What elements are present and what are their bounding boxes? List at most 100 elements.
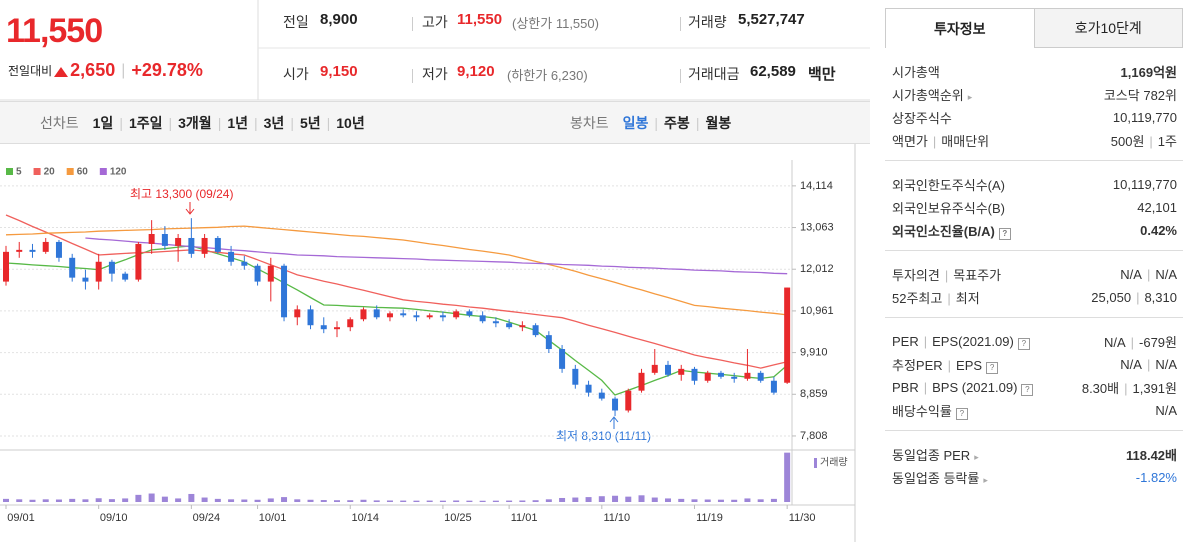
volume-bar [294,499,301,502]
x-tick-label: 11/19 [696,512,723,524]
candle-body [426,315,433,318]
candle-body [267,265,274,282]
volume-bar [413,500,420,502]
annotation-arrow [185,202,195,215]
label-text: 시가총액 [892,65,940,80]
help-icon[interactable]: ? [986,362,999,374]
row-value: 10,119,770 [1113,110,1177,125]
separator: | [695,114,700,131]
candle-body [757,372,764,381]
legend-swatch [66,168,74,175]
value-text: 0.42% [1140,223,1177,238]
stat-value: 62,589 [750,63,796,80]
value-text: 8.30배 [1081,381,1120,396]
arrow-icon: ▸ [983,475,988,485]
stat-note: (상한가 11,550) [512,16,599,31]
annotation-high: 최고 13,300 (09/24) [130,187,233,201]
candle-body [95,261,102,282]
y-tick-label: 8,859 [800,388,828,400]
volume-bar [625,496,632,502]
info-row: 배당수익률? N/A [885,399,1183,422]
stat-label: 거래대금 [688,66,740,82]
x-tick-label: 10/14 [351,512,379,524]
period-tab[interactable]: 10년 [336,114,365,131]
legend-label: 60 [77,167,89,178]
value-text: 25,050 [1091,290,1132,305]
x-tick-label: 09/01 [7,512,35,524]
volume-bar [492,500,499,502]
side-tabs: 투자정보 호가10단계 [885,8,1183,48]
candle-body [585,384,592,393]
separator: | [119,114,123,131]
period-tab[interactable]: 3년 [263,114,285,131]
volume-bar [347,500,354,502]
value-text: 8,310 [1144,290,1177,305]
info-group: 외국인한도주식수(A) 10,119,770 외국인보유주식수(B) 42,101 외국… [885,161,1183,251]
row-value: N/A [1155,403,1177,418]
y-tick-label: 10,961 [800,305,834,317]
value-text: N/A [1155,267,1177,282]
value-text: -679원 [1139,335,1177,350]
side-tab[interactable]: 호가10단계 [1034,8,1183,48]
row-value: N/A | N/A [1120,267,1177,282]
info-groups: 시가총액 1,169억원 시가총액순위 ▸ 코스닥 782위 상장주식수 10,119,77… [885,48,1183,497]
period-tab[interactable]: 일봉 [622,114,649,131]
period-tab[interactable]: 월봉 [705,114,732,131]
candle-body [413,315,420,318]
line-periods: 선차트 1일 | 1주일 | 3개월 | 1년 | 3년 | 5년 | 10년 [40,102,365,143]
period-tab[interactable]: 1일 [92,114,114,131]
volume-bar [267,498,274,502]
label-text: 추정PER [892,358,943,373]
info-row: 추정PER | EPS? N/A | N/A [885,353,1183,376]
row-value: 8.30배 | 1,391원 [1082,378,1177,397]
y-tick-label: 9,910 [800,346,828,358]
annotation-arrow [609,416,619,429]
volume-bar [320,500,327,502]
candle-body [386,313,393,318]
volume-bar [122,498,129,502]
value-text: -1.82% [1135,470,1177,485]
candle-body [69,257,76,278]
separator: | [290,114,294,131]
candle-body [612,398,619,411]
candle-body [784,287,791,383]
row-label: 배당수익률? [892,401,968,420]
value-text: 42,101 [1137,200,1177,215]
help-icon[interactable]: ? [998,228,1011,240]
help-icon[interactable]: ? [1021,383,1034,396]
period-tab[interactable]: 3개월 [178,114,212,131]
info-row: 외국인소진율(B/A)? 0.42% [885,219,1183,242]
separator: | [168,114,173,131]
volume-bar [360,499,367,502]
side-tab[interactable]: 투자정보 [885,8,1035,48]
label-text: EPS(2021.09) [932,333,1014,349]
legend-label: 120 [110,167,127,178]
arrow-icon: ▸ [967,92,973,102]
candle-body [175,237,182,246]
row-value: 118.42배 [1126,445,1177,464]
candle-periods: 봉차트 일봉 | 주봉 | 월봉 [570,102,731,143]
annotation-low: 최저 8,310 (11/11) [556,429,651,443]
up-icon [54,66,69,77]
separator: | [1146,267,1151,282]
help-icon[interactable]: ? [955,408,968,420]
label-text: EPS [956,358,983,373]
help-icon[interactable]: ? [1017,337,1030,350]
candle-body [519,325,526,328]
period-tab[interactable]: 1주일 [128,114,163,131]
period-tab[interactable]: 주봉 [664,114,690,131]
separator: | [944,268,949,283]
candle-body [307,309,314,326]
x-tick-label: 09/10 [100,512,128,524]
info-row: 투자의견 | 목표주가 N/A | N/A [885,263,1183,286]
candle-body [360,309,367,320]
volume-bar [161,496,168,502]
period-tab[interactable]: 1년 [227,114,248,131]
period-tab[interactable]: 5년 [299,114,321,131]
value-text: N/A [1155,403,1177,418]
candle-body [108,261,115,274]
row-label: 52주최고 | 최저 [892,288,980,307]
info-row: 액면가 | 매매단위 500원 | 1주 [885,129,1183,152]
row-label: 상장주식수 [892,108,952,127]
info-group: PER | EPS(2021.09)? N/A | -679원 추정PER | EPS? N/A |… [885,318,1183,431]
